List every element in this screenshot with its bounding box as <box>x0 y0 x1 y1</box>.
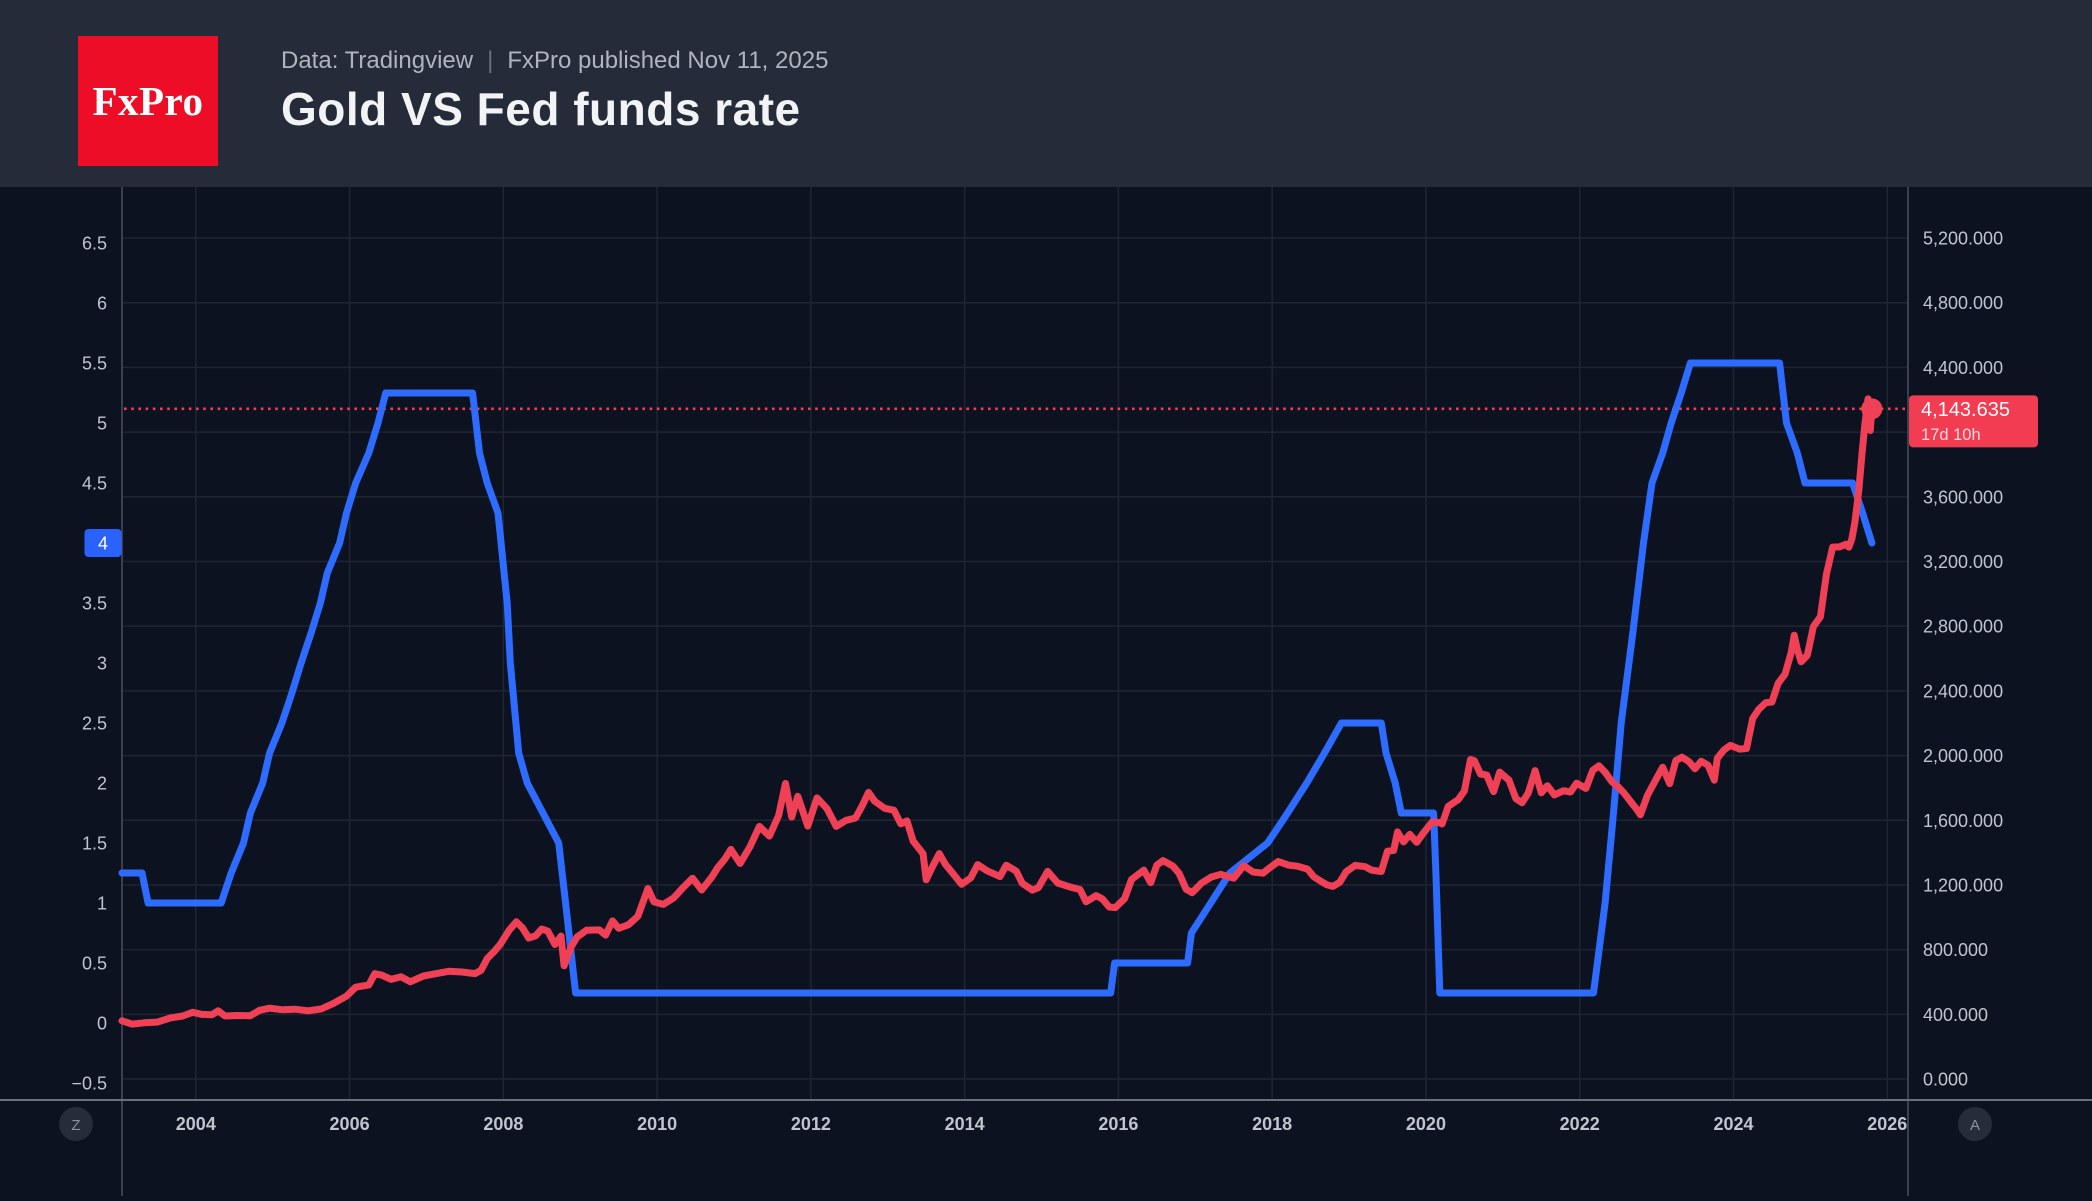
chart-meta: Data: Tradingview | FxPro published Nov 11… <box>281 47 828 75</box>
timescale-reset-button-label: Z <box>71 1117 80 1134</box>
right-axis-label: 3,200.000 <box>1923 552 2003 572</box>
data-source-label: Data: Tradingview <box>281 47 474 74</box>
fxpro-logo: FxPro <box>78 36 218 166</box>
right-axis-label: 4,800.000 <box>1923 293 2003 313</box>
x-axis-year-label: 2018 <box>1252 1114 1292 1134</box>
right-axis-label: 2,400.000 <box>1923 681 2003 701</box>
right-axis-label: 5,200.000 <box>1923 228 2003 248</box>
left-axis-current-badge <box>84 529 122 558</box>
left-axis-label: 0.5 <box>82 953 107 973</box>
fed-funds-rate-line <box>118 359 1876 997</box>
left-axis-label: 3 <box>97 653 107 673</box>
right-axis-label: 4,400.000 <box>1923 358 2003 378</box>
last-price-badge <box>1909 395 2038 448</box>
left-axis-label: 5 <box>97 414 107 434</box>
left-axis-label: 1.5 <box>82 833 107 853</box>
left-axis-label: 2 <box>97 773 107 793</box>
timescale-reset-button[interactable] <box>59 1107 93 1141</box>
right-axis-label: 1,600.000 <box>1923 811 2003 831</box>
auto-scale-button-label: A <box>1970 1117 1980 1134</box>
gold-vs-fed-funds-chart: 6.5 6 5.5 5 4.5 4 3.5 3 2.5 2 1.5 1 0.5 0 −0.5 5,200.00… <box>0 187 2092 1196</box>
left-axis-label: 4.5 <box>82 474 107 494</box>
last-price-marker <box>1861 398 1883 420</box>
header: FxPro Data: Tradingview | FxPro published … <box>0 0 2092 187</box>
gold-price-line <box>118 395 1876 1028</box>
x-axis-year-label: 2022 <box>1560 1114 1600 1134</box>
left-axis-label: 6.5 <box>82 234 107 254</box>
right-axis-label: 2,800.000 <box>1923 617 2003 637</box>
right-axis-label: 400.000 <box>1923 1005 1988 1025</box>
right-axis-label: 0.000 <box>1923 1070 1968 1090</box>
x-axis-year-label: 2008 <box>483 1114 523 1134</box>
right-axis-label: 800.000 <box>1923 940 1988 960</box>
left-axis-label: 5.5 <box>82 354 107 374</box>
right-axis-label: 3,600.000 <box>1923 487 2003 507</box>
left-axis-label: 2.5 <box>82 713 107 733</box>
right-axis-label: 1,200.000 <box>1923 875 2003 895</box>
left-axis-label: 3.5 <box>82 594 107 614</box>
last-price-value: 4,143.635 <box>1921 399 2010 421</box>
chart-area[interactable]: 6.5 6 5.5 5 4.5 4 3.5 3 2.5 2 1.5 1 0.5 0 −0.5 5,200.00… <box>0 187 2092 1196</box>
x-axis-year-label: 2016 <box>1098 1114 1138 1134</box>
right-axis-label: 2,000.000 <box>1923 746 2003 766</box>
x-axis-year-label: 2020 <box>1406 1114 1446 1134</box>
left-axis-current-badge-label: 4 <box>98 534 108 554</box>
left-axis-label: 0 <box>97 1013 107 1033</box>
left-axis-label: 1 <box>97 893 107 913</box>
page-title: Gold VS Fed funds rate <box>281 83 801 135</box>
x-axis-year-label: 2010 <box>637 1114 677 1134</box>
x-axis-year-label: 2012 <box>791 1114 831 1134</box>
x-axis-year-label: 2026 <box>1867 1114 1907 1134</box>
auto-scale-button[interactable] <box>1958 1107 1992 1141</box>
left-axis-label: −0.5 <box>71 1073 107 1093</box>
x-axis-year-label: 2006 <box>330 1114 370 1134</box>
fxpro-logo-text: FxPro <box>92 78 204 124</box>
last-price-age: 17d 10h <box>1921 426 1981 444</box>
left-axis-label: 6 <box>97 294 107 314</box>
x-axis-year-label: 2004 <box>176 1114 216 1134</box>
published-label: FxPro published Nov 11, 2025 <box>507 47 829 74</box>
x-axis-year-label: 2024 <box>1713 1114 1753 1134</box>
meta-separator: | <box>487 47 494 74</box>
x-axis-year-label: 2014 <box>945 1114 985 1134</box>
